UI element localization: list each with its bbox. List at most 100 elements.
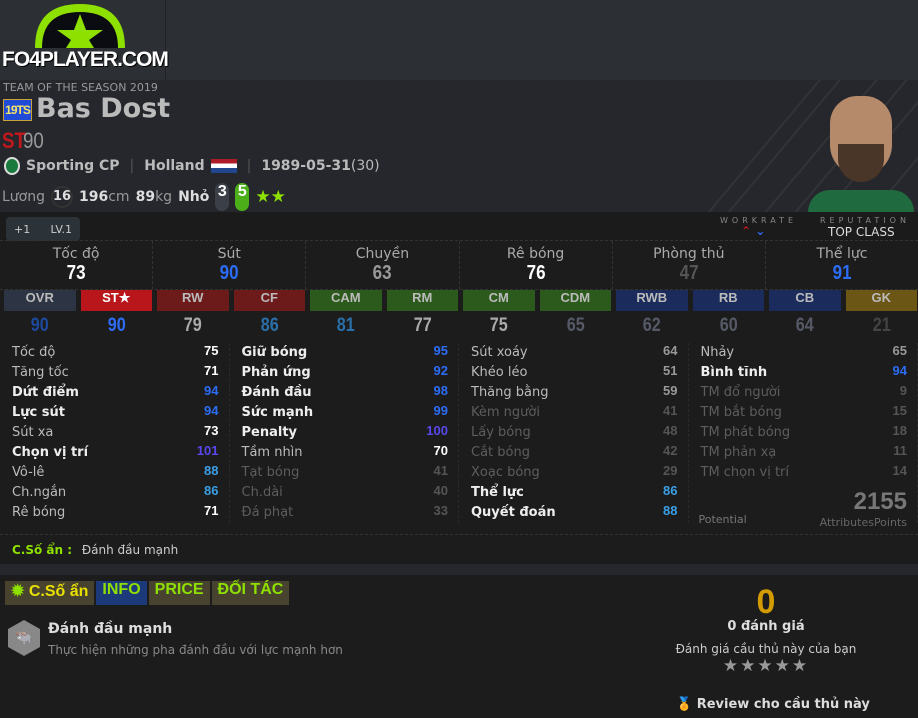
position-label: CAM	[310, 290, 382, 311]
position-value: 77	[413, 315, 432, 336]
season-label: TEAM OF THE SEASON 2019	[3, 81, 158, 94]
hidden-trait-row: C.Số ẩn : Đánh đầu mạnh	[0, 534, 918, 566]
attribute-value: 48	[663, 423, 678, 438]
attribute-value: 94	[892, 363, 907, 378]
position-cell[interactable]: CAM 81	[310, 290, 382, 337]
attribute-label: Penalty	[241, 425, 298, 440]
position-cell[interactable]: CM 75	[463, 290, 535, 337]
attribute-value: 86	[663, 483, 678, 498]
main-stat-value: 63	[372, 262, 392, 284]
hidden-trait-value: Đánh đầu mạnh	[81, 543, 179, 557]
tab-label: C.Số ẩn	[28, 583, 89, 600]
position-value: 79	[183, 315, 202, 336]
rating-value: 0	[756, 583, 776, 621]
position-label: CM	[463, 290, 535, 311]
main-stat: Sút 90	[153, 241, 307, 289]
rating-panel: 0 0 đánh giá Đánh giá cầu thủ này của bạ…	[660, 583, 872, 676]
position-cell[interactable]: CF 86	[233, 290, 305, 337]
upgrade-row: +1 LV.1 WORKRATE ⌃ ⌄ REPUTATION TOP CLAS…	[0, 212, 918, 241]
attribute-value: 15	[892, 403, 907, 418]
tab-hidden-traits[interactable]: ✹ C.Số ẩn	[5, 581, 95, 605]
site-logo[interactable]: FO4PLAYER.COM	[0, 0, 169, 80]
position-label: RWB	[616, 290, 688, 311]
attribute-points-label: AttributesPoints	[819, 516, 907, 529]
reputation-label: REPUTATION	[820, 216, 910, 225]
soccer-ball-logo-icon	[35, 4, 125, 48]
attribute-label: Phản ứng	[241, 365, 311, 380]
club-name[interactable]: Sporting CP	[26, 158, 120, 174]
attribute-value: 42	[663, 443, 678, 458]
attribute-row: TM phát bóng 18	[701, 423, 908, 443]
attribute-label: Rê bóng	[12, 505, 66, 520]
attribute-label: TM đổ người	[700, 385, 781, 400]
tab-info[interactable]: INFO	[96, 581, 147, 605]
player-header: TEAM OF THE SEASON 2019 19TS Bas Dost ST…	[0, 80, 918, 212]
position-cell[interactable]: OVR 90	[4, 290, 76, 337]
attribute-row: TM phản xạ 11	[701, 443, 908, 463]
upgrade-level-button[interactable]: +1 LV.1	[6, 217, 80, 241]
attribute-row: Tạt bóng 41	[242, 463, 449, 483]
tab-partner[interactable]: ĐỐI TÁC	[211, 581, 290, 605]
attribute-row: Sút xa 73	[12, 423, 219, 443]
reputation-value: TOP CLASS	[828, 225, 895, 239]
hidden-trait-label: C.Số ẩn :	[12, 543, 73, 557]
attribute-label: TM phản xạ	[700, 445, 777, 460]
attribute-column: Nhảy 65 Bình tĩnh 94 TM đổ người 9 TM bắt bóng…	[689, 343, 918, 529]
site-header	[0, 0, 918, 80]
position-label: CF	[233, 290, 305, 311]
attribute-value: 95	[433, 343, 448, 358]
rating-stars-input[interactable]: ★★★★★	[722, 656, 810, 676]
attribute-row: Đá phạt 33	[242, 503, 449, 523]
nation-name[interactable]: Holland	[144, 158, 205, 174]
position-label: ST★	[80, 290, 152, 311]
main-stats: Tốc độ 73 Sút 90 Chuyền 63 Rê bóng 76 Phòng thủ 4…	[0, 240, 918, 290]
position-cell[interactable]: CDM 65	[539, 290, 611, 337]
attribute-value: 41	[433, 463, 448, 478]
attribute-row: Đánh đầu 98	[242, 383, 449, 403]
attribute-label: Sút xoáy	[471, 345, 528, 360]
review-label: Review cho cầu thủ này	[696, 697, 870, 712]
attribute-label: Thể lực	[471, 485, 524, 500]
position-cell[interactable]: CB 64	[769, 290, 841, 337]
main-stat-label: Tốc độ	[52, 246, 100, 262]
position-cell[interactable]: GK 21	[845, 290, 917, 337]
main-stat-label: Thể lực	[816, 246, 868, 262]
attribute-value: 71	[204, 363, 219, 378]
review-link[interactable]: 🏅 Review cho cầu thủ này	[676, 697, 870, 712]
position-cell[interactable]: RM 77	[386, 290, 458, 337]
tab-price[interactable]: PRICE	[148, 581, 210, 605]
attribute-label: Dứt điểm	[12, 385, 79, 400]
attribute-label: Cắt bóng	[471, 445, 530, 460]
attribute-label: Tốc độ	[12, 345, 56, 360]
main-stat-label: Sút	[217, 246, 241, 262]
attribute-value: 99	[433, 403, 448, 418]
attribute-row: TM bắt bóng 15	[701, 403, 908, 423]
attribute-label: Khéo léo	[471, 365, 528, 380]
attribute-row: Quyết đoán 88	[471, 503, 678, 523]
rating-count: 0 đánh giá	[727, 619, 805, 634]
attribute-row: Cắt bóng 42	[471, 443, 678, 463]
attribute-row: Chọn vị trí 101	[12, 443, 219, 463]
tabs: ✹ C.Số ẩn INFO PRICE ĐỐI TÁC	[5, 581, 290, 605]
attribute-label: Ch.ngắn	[12, 485, 67, 500]
attribute-row: Lực sút 94	[12, 403, 219, 423]
rating-prompt: Đánh giá cầu thủ này của bạn	[675, 642, 857, 656]
attribute-label: Sức mạnh	[241, 405, 314, 420]
position-label: CB	[769, 290, 841, 311]
attribute-label: Tạt bóng	[241, 465, 300, 480]
position-label: OVR	[4, 290, 76, 311]
attribute-label: Thăng bằng	[471, 385, 549, 400]
attribute-value: 40	[433, 483, 448, 498]
main-stat: Rê bóng 76	[460, 241, 613, 289]
player-photo	[808, 94, 914, 212]
attribute-label: Kèm người	[471, 405, 540, 420]
attribute-value: 9	[899, 383, 907, 398]
attribute-value: 92	[433, 363, 448, 378]
position-cell[interactable]: RB 60	[692, 290, 764, 337]
position-cell[interactable]: ST★ 90	[80, 290, 152, 337]
award-icon: 🏅	[676, 697, 693, 712]
logo-text: FO4PLAYER.COM	[2, 48, 169, 71]
position-cell[interactable]: RWB 62	[616, 290, 688, 337]
position-cell[interactable]: RW 79	[157, 290, 229, 337]
position-value: 65	[566, 315, 585, 336]
